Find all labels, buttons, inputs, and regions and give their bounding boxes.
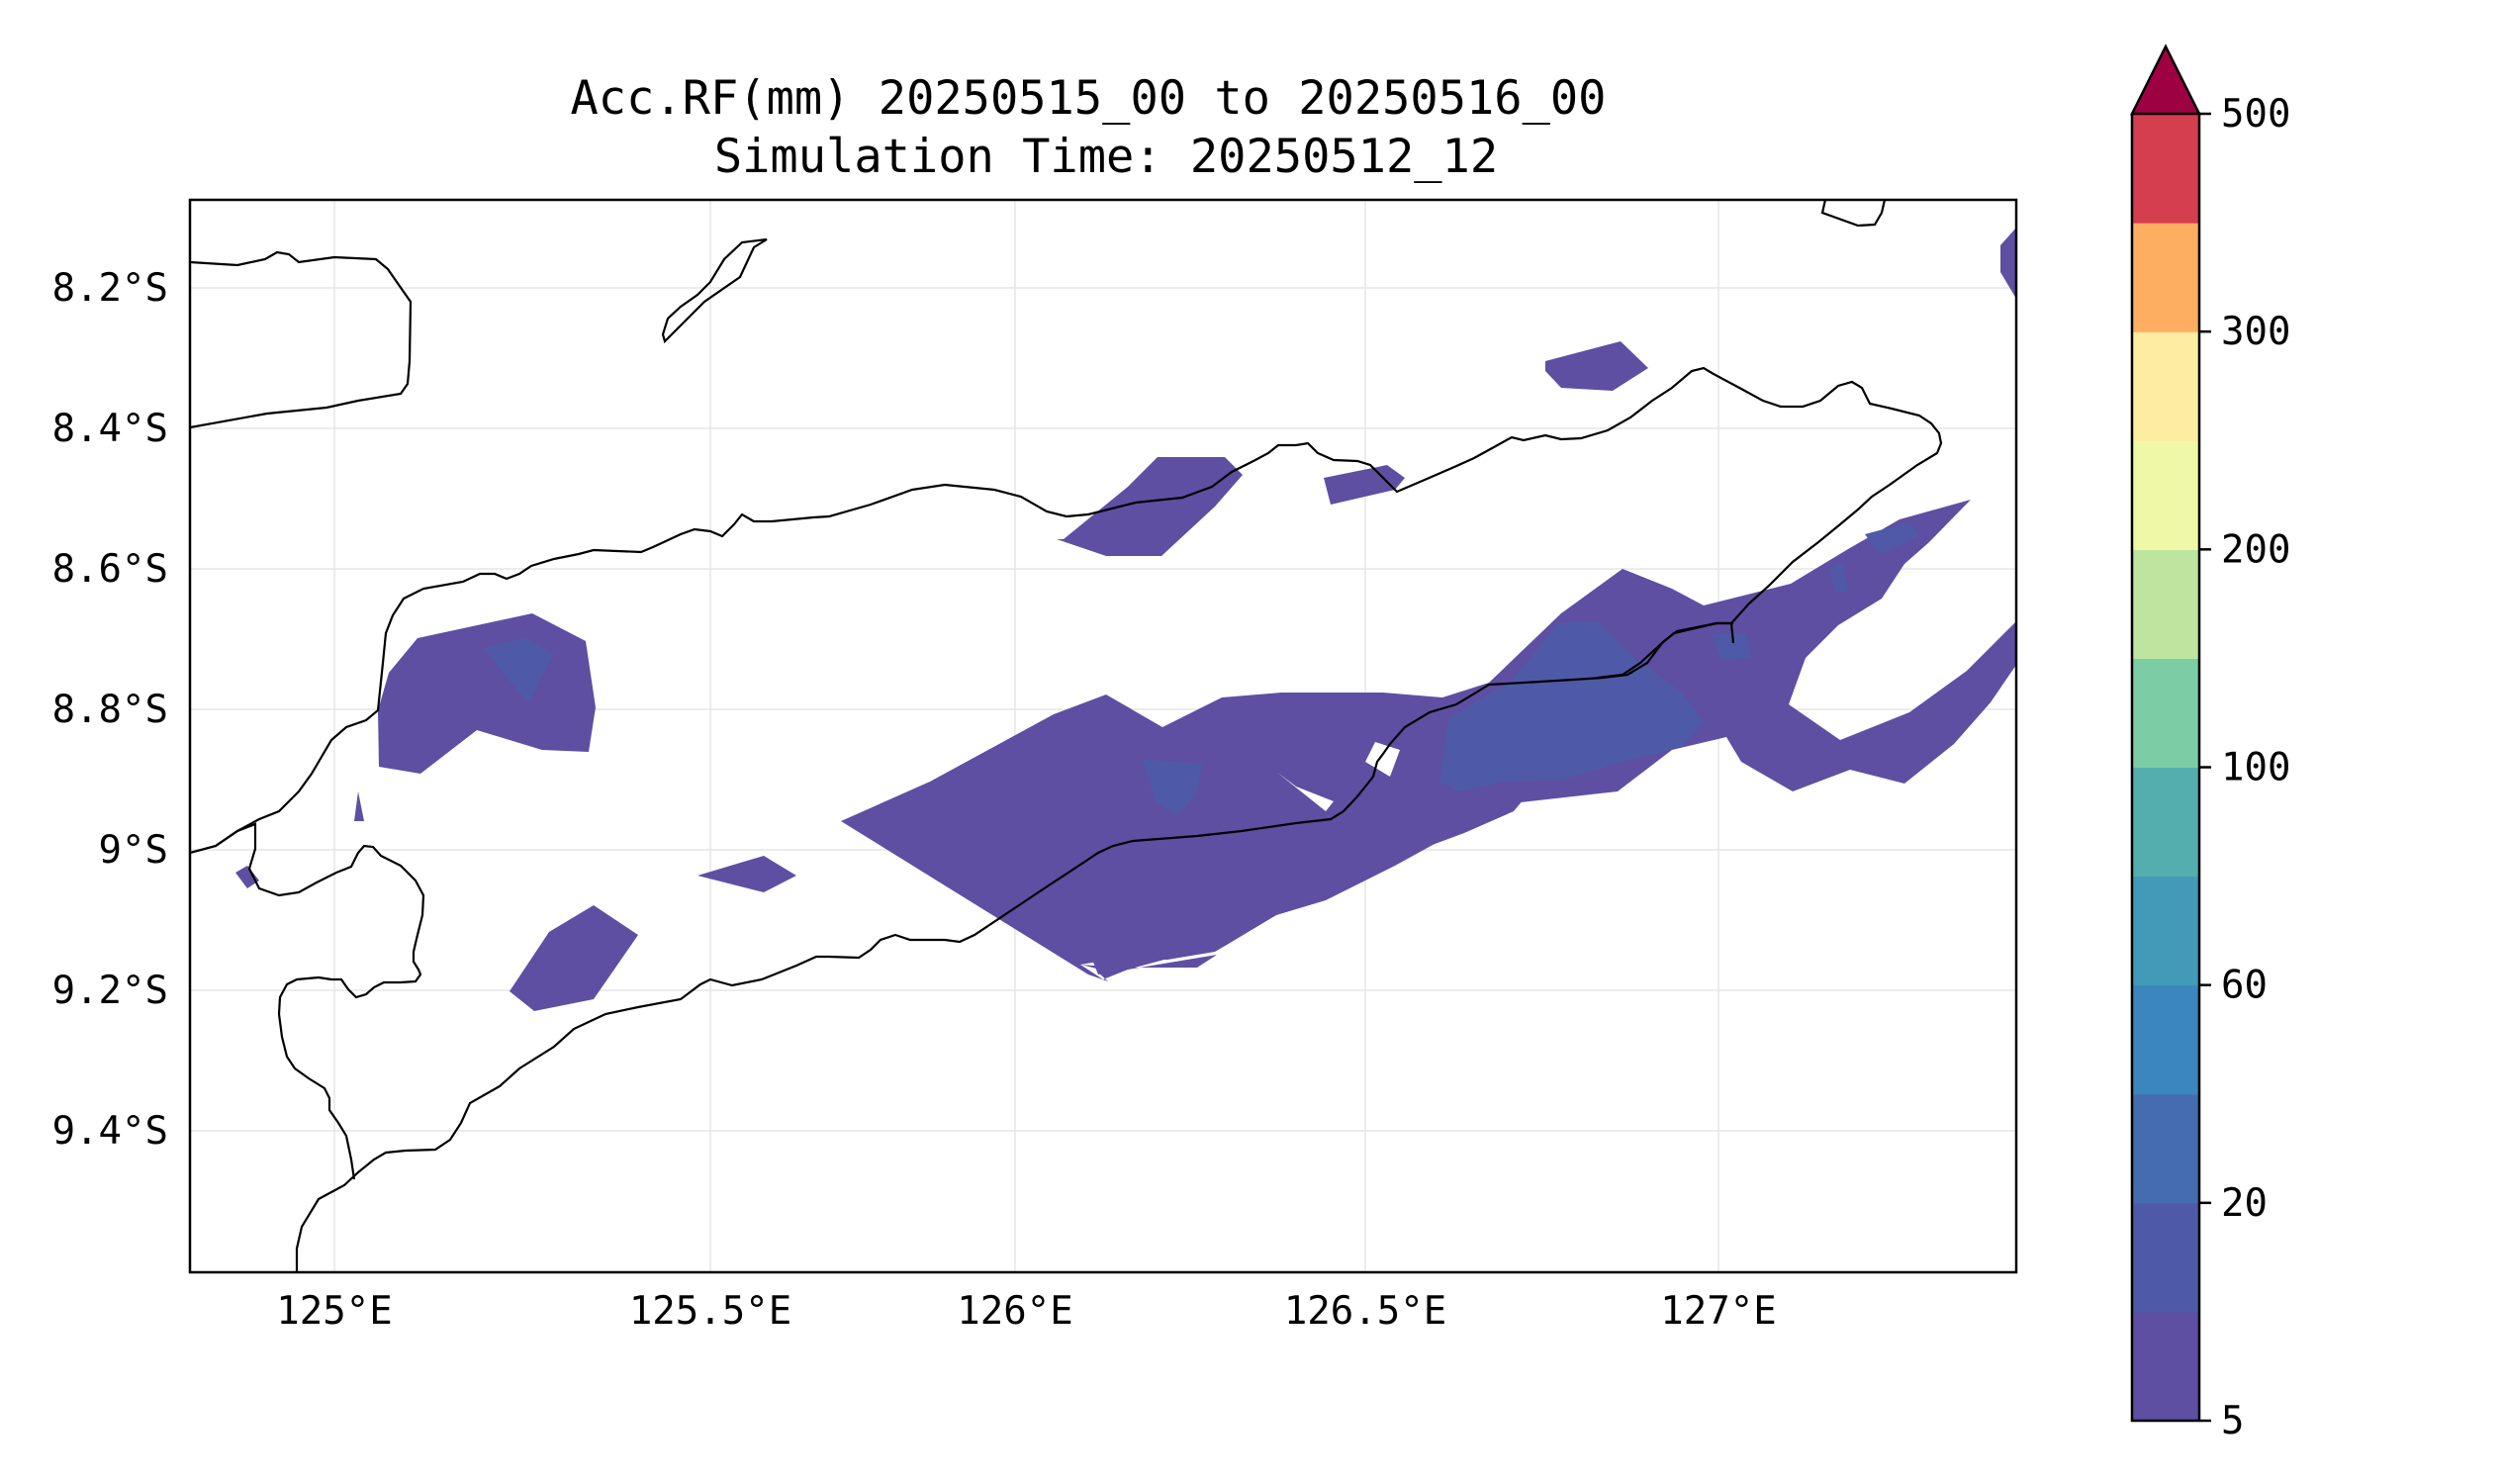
coastline-island-ne: [1820, 200, 1887, 228]
colorbar-tick-label: 20: [2221, 1181, 2268, 1226]
x-axis-ticks: 125°E 125.5°E 126°E 126.5°E 127°E: [276, 1289, 1776, 1334]
rain-core-central: [1143, 760, 1202, 816]
colorbar-tick-label: 200: [2221, 527, 2290, 572]
y-tick-label: 9.2°S: [52, 969, 168, 1013]
map-title: Acc.RF(mm) 20250515_00 to 20250516_00: [571, 71, 1607, 126]
rain-band-south-arm: [1082, 752, 1538, 974]
rain-patch-south: [510, 905, 638, 1011]
colorbar-segment: [2132, 1093, 2199, 1204]
colorbar-extend-arrow: [2129, 44, 2202, 116]
coastline-west-islands: [190, 822, 425, 1180]
x-tick-label: 127°E: [1660, 1289, 1776, 1334]
coastline-north-island-west: [190, 250, 413, 429]
colorbar-segment: [2132, 1311, 2199, 1422]
colorbar-tick-label: 5: [2221, 1399, 2244, 1443]
rain-core-ne: [1830, 562, 1848, 592]
y-tick-label: 9.4°S: [52, 1109, 168, 1154]
rain-patch-north-small: [1324, 465, 1405, 505]
colorbar-segment: [2132, 114, 2199, 224]
rain-core-west: [485, 638, 554, 702]
x-tick-label: 126.5°E: [1284, 1289, 1446, 1334]
rain-core-ne-2: [1865, 522, 1919, 554]
colorbar-segment: [2132, 1202, 2199, 1313]
coastline-timor-north: [190, 366, 1943, 855]
colorbar-tick-label: 300: [2221, 310, 2290, 354]
rain-patch-coastal-small: [697, 856, 796, 892]
y-tick-label: 8.2°S: [52, 266, 168, 311]
colorbar-segment: [2132, 549, 2199, 660]
map-frame: [188, 198, 2018, 1274]
coastline-interior-border: [1597, 621, 1733, 680]
rainfall-contours: [235, 228, 2016, 1011]
colorbar-tick-label: 500: [2221, 92, 2290, 137]
x-tick-label: 125.5°E: [629, 1289, 791, 1334]
colorbar-segment: [2132, 331, 2199, 441]
rain-core-far-east: [1712, 633, 1751, 661]
coastline-timor-south: [295, 621, 1733, 1272]
y-tick-label: 9°S: [99, 828, 168, 873]
x-tick-label: 125°E: [276, 1289, 392, 1334]
x-tick-label: 126°E: [957, 1289, 1072, 1334]
y-tick-label: 8.6°S: [52, 547, 168, 592]
colorbar-tick-label: 60: [2221, 964, 2268, 1008]
y-axis-ticks: 8.2°S 8.4°S 8.6°S 8.8°S 9°S 9.2°S 9.4°S: [52, 266, 168, 1154]
colorbar-tick-label: 100: [2221, 746, 2290, 790]
colorbar-segment: [2132, 984, 2199, 1095]
colorbar-segment: [2132, 767, 2199, 878]
colorbar: 5 20 60 100 200 300 500: [2129, 44, 2290, 1443]
coastlines: [190, 200, 1943, 1272]
rain-band-main: [841, 500, 2016, 981]
map-subtitle: Simulation Time: 20250512_12: [714, 130, 1498, 184]
coastline-island-north: [661, 237, 768, 344]
rain-patch-tiny-west-2: [354, 791, 364, 821]
colorbar-segment: [2132, 440, 2199, 550]
y-tick-label: 8.4°S: [52, 407, 168, 451]
rain-patch-northeast: [1545, 341, 1648, 391]
colorbar-segment: [2132, 223, 2199, 332]
rain-patch-far-east-top: [2000, 228, 2016, 299]
map-panel: 125°E 125.5°E 126°E 126.5°E 127°E 8.2°S 8.4°S…: [52, 198, 2018, 1334]
colorbar-segment: [2132, 876, 2199, 986]
colorbar-segment: [2132, 658, 2199, 769]
y-tick-label: 8.8°S: [52, 688, 168, 732]
rain-patch-tiny-west: [235, 866, 259, 888]
rain-patch-north-central: [1057, 457, 1243, 556]
